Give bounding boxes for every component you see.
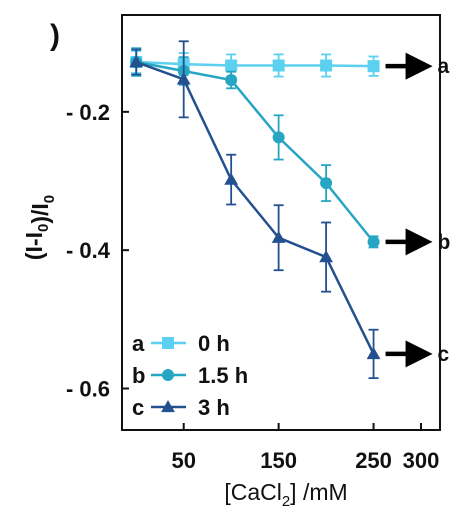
legend-label: 3 h bbox=[198, 395, 230, 420]
y-axis-label: (I-I0)/I0 bbox=[21, 195, 58, 260]
series-b: b bbox=[130, 47, 451, 256]
data-point bbox=[319, 250, 333, 263]
series-end-label: b bbox=[438, 231, 451, 254]
x-tick-label: 250 bbox=[355, 448, 392, 473]
series-a: a bbox=[130, 50, 450, 80]
data-point bbox=[320, 177, 333, 190]
data-point bbox=[366, 347, 381, 360]
data-point bbox=[224, 172, 239, 185]
data-point bbox=[129, 55, 144, 68]
series-line bbox=[136, 60, 374, 68]
data-point bbox=[271, 230, 286, 243]
data-point bbox=[272, 131, 285, 144]
data-point bbox=[367, 235, 380, 248]
data-point bbox=[367, 60, 380, 73]
data-point bbox=[225, 59, 238, 72]
legend-marker bbox=[162, 337, 174, 349]
series-c: c bbox=[129, 40, 450, 380]
plot-frame bbox=[121, 14, 441, 431]
data-point bbox=[320, 59, 333, 72]
legend: a 0 h b 1.5 h c 3 h bbox=[132, 331, 248, 420]
series-end-label: c bbox=[438, 343, 450, 366]
y-tick-label: - 0.2 bbox=[66, 100, 110, 125]
x-tick-label: 50 bbox=[171, 448, 195, 473]
legend-letter: b bbox=[132, 363, 145, 388]
legend-marker bbox=[162, 369, 174, 381]
legend-letter: a bbox=[132, 331, 145, 356]
data-point bbox=[176, 72, 191, 85]
legend-letter: c bbox=[132, 395, 144, 420]
y-tick-label: - 0.6 bbox=[66, 377, 110, 402]
panel-label: ) bbox=[50, 19, 60, 52]
legend-label: 0 h bbox=[198, 331, 230, 356]
x-tick-label: 300 bbox=[403, 448, 440, 473]
y-tick-label: - 0.4 bbox=[66, 238, 111, 263]
series-line bbox=[135, 60, 375, 355]
series-line bbox=[136, 60, 375, 243]
data-point bbox=[272, 59, 285, 72]
legend-marker bbox=[161, 400, 175, 413]
y-axis-label-group: (I-I0)/I0 bbox=[21, 195, 58, 260]
data-point bbox=[225, 74, 238, 87]
x-axis-label: [CaCl2] /mM bbox=[224, 479, 347, 510]
series-end-label: a bbox=[438, 55, 450, 78]
legend-label: 1.5 h bbox=[198, 363, 248, 388]
x-tick-label: 150 bbox=[260, 448, 297, 473]
